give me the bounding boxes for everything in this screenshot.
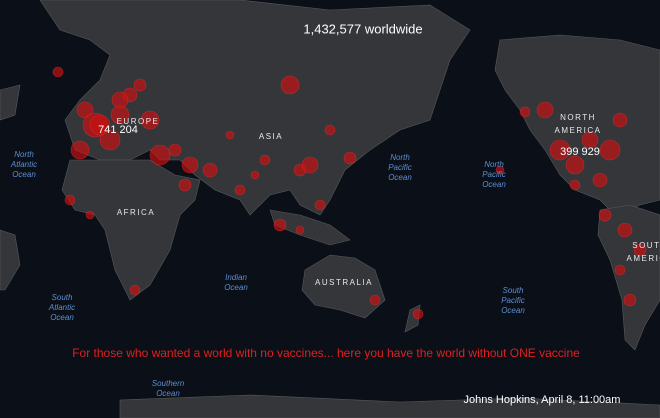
ocean-label: Pacific	[501, 296, 525, 305]
bubble	[369, 294, 381, 306]
caption: For those who wanted a world with no vac…	[72, 346, 580, 360]
bubble	[612, 112, 628, 128]
bubble	[412, 308, 424, 320]
ocean-label: Atlantic	[48, 303, 75, 312]
continent-label: SOUTH	[632, 241, 660, 250]
map-labels: EUROPE ASIA AFRICA AUSTRALIA NORTH AMERICA SOU…	[10, 113, 660, 398]
bubble	[343, 151, 357, 165]
bubble	[52, 66, 64, 78]
bubble	[581, 131, 599, 149]
bubble	[234, 184, 246, 196]
case-bubbles	[52, 66, 647, 320]
ocean-label: North	[14, 150, 34, 159]
continent-label: EUROPE	[117, 117, 160, 126]
bubble	[280, 75, 300, 95]
bubble	[592, 172, 608, 188]
ocean-label: Ocean	[50, 313, 74, 322]
continent-label: ASIA	[259, 132, 283, 141]
continent-label: AMERICA	[555, 126, 602, 135]
ocean-label: Southern	[152, 379, 185, 388]
ocean-label: Indian	[225, 273, 247, 282]
bubble	[129, 284, 141, 296]
bubble	[64, 194, 76, 206]
total-title: 1,432,577 worldwide	[303, 21, 422, 36]
bubble	[70, 140, 90, 160]
ocean-label: South	[503, 286, 524, 295]
bubble	[599, 139, 621, 161]
bubble	[495, 165, 505, 175]
bubble	[111, 91, 129, 109]
ocean-label: Ocean	[388, 173, 412, 182]
ocean-label: Pacific	[482, 170, 506, 179]
bubble	[259, 154, 271, 166]
ocean-label: Ocean	[12, 170, 36, 179]
bubble	[295, 225, 305, 235]
bubble	[225, 130, 235, 140]
bubble	[110, 105, 130, 125]
continent-label: NORTH	[560, 113, 596, 122]
bubble	[140, 110, 160, 130]
bubble	[324, 124, 336, 136]
bubble	[250, 170, 260, 180]
ocean-label: South	[52, 293, 73, 302]
bubble	[536, 101, 554, 119]
bubble	[617, 222, 633, 238]
bubble	[314, 199, 326, 211]
bubble	[633, 243, 647, 257]
bubble	[89, 114, 111, 136]
ocean-label: Ocean	[156, 389, 180, 398]
ocean-label: Ocean	[501, 306, 525, 315]
europe-count: 741 204	[98, 124, 138, 136]
continent-label: AMERICA	[627, 254, 660, 263]
ocean-label: Pacific	[388, 163, 412, 172]
ocean-label: North	[390, 153, 410, 162]
credit: Johns Hopkins, April 8, 11:00am	[464, 394, 621, 406]
bubble	[99, 129, 121, 151]
bubble	[273, 218, 287, 232]
ocean-label: Ocean	[482, 180, 506, 189]
bubble	[168, 143, 182, 157]
bubble	[178, 178, 192, 192]
bubble	[549, 139, 571, 161]
ocean-label: Atlantic	[10, 160, 37, 169]
continent-label: AFRICA	[117, 208, 155, 217]
bubble	[202, 162, 218, 178]
ocean-label: Ocean	[224, 283, 248, 292]
bubble	[614, 264, 626, 276]
bubble	[623, 293, 637, 307]
bubble	[301, 156, 319, 174]
continent-label: AUSTRALIA	[315, 278, 373, 287]
bubble	[149, 144, 171, 166]
ocean-label: North	[484, 160, 504, 169]
bubble	[85, 210, 95, 220]
bubble	[133, 78, 147, 92]
bubble	[569, 179, 581, 191]
bubble	[565, 155, 585, 175]
bubble	[181, 156, 199, 174]
north-america-count: 399 929	[560, 146, 600, 158]
bubble	[519, 106, 531, 118]
bubble	[598, 208, 612, 222]
